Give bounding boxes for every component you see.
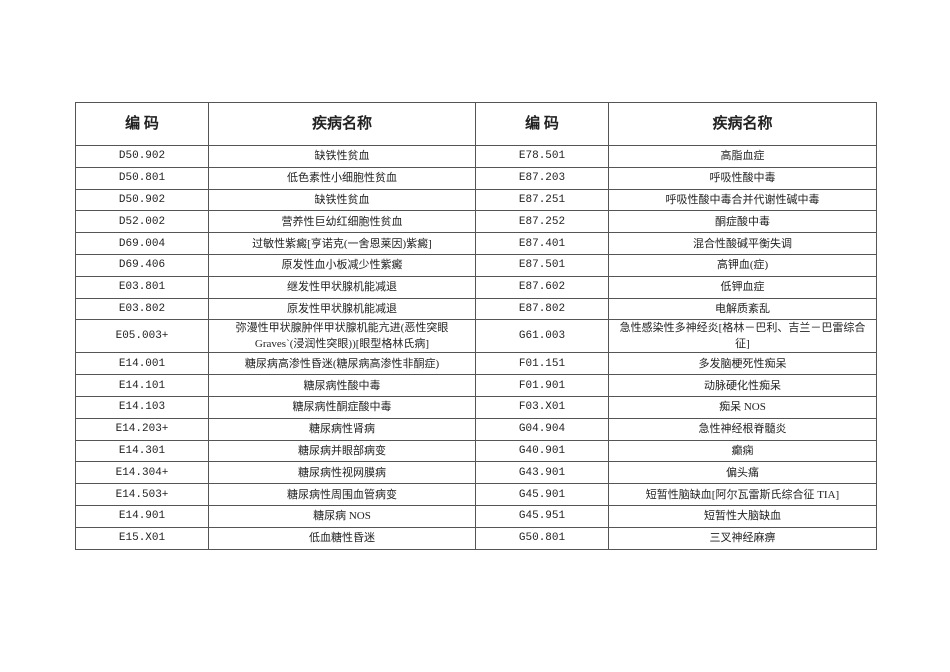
- disease-code-cell: E14.301: [75, 439, 209, 463]
- disease-code-cell: E78.501: [475, 145, 609, 168]
- disease-name-cell: 糖尿病并眼部病变: [208, 439, 476, 463]
- disease-code-cell: E03.801: [75, 275, 209, 299]
- table-row: E14.503+ 糖尿病性周围血管病变 G45.901 短暂性脑缺血[阿尔瓦雷斯氏综合…: [75, 483, 877, 506]
- disease-name-cell: 缺铁性贫血: [208, 145, 476, 168]
- table-row: D69.004 过敏性紫癜[亨诺克(一舍恩莱因)紫癜] E87.401 混合性酸碱平衡…: [75, 232, 877, 255]
- header-code-1: 编 码: [75, 102, 209, 146]
- table-row: D50.902 缺铁性贫血 E78.501 高脂血症: [75, 145, 877, 168]
- disease-name-cell: 糖尿病性酮症酸中毒: [208, 395, 476, 419]
- disease-code-cell: F03.X01: [475, 395, 609, 419]
- disease-name-cell: 痴呆 NOS: [608, 395, 877, 419]
- disease-code-cell: E87.251: [475, 188, 609, 212]
- table-header-row: 编 码 疾病名称 编 码 疾病名称: [75, 102, 877, 146]
- disease-name-cell: 急性感染性多神经炎[格林－巴利、吉兰－巴雷综合征]: [608, 319, 877, 354]
- disease-code-cell: G50.801: [475, 526, 609, 550]
- disease-code-cell: E87.252: [475, 210, 609, 234]
- disease-code-cell: E15.X01: [75, 526, 209, 550]
- disease-name-cell: 糖尿病 NOS: [208, 504, 476, 528]
- disease-name-cell: 过敏性紫癜[亨诺克(一舍恩莱因)紫癜]: [208, 232, 476, 255]
- disease-name-cell: 高钾血(症): [608, 253, 877, 277]
- disease-name-cell: 糖尿病性周围血管病变: [208, 483, 476, 506]
- table-row: E14.203+ 糖尿病性肾病 G04.904 急性神经根脊髓炎: [75, 417, 877, 441]
- disease-name-cell: 三叉神经麻痹: [608, 526, 877, 550]
- disease-code-cell: D50.801: [75, 166, 209, 190]
- disease-name-cell: 高脂血症: [608, 145, 877, 168]
- disease-code-cell: E03.802: [75, 297, 209, 321]
- disease-code-cell: E14.103: [75, 395, 209, 419]
- header-name-2: 疾病名称: [608, 102, 877, 146]
- disease-name-cell: 偏头痛: [608, 461, 877, 485]
- disease-name-cell: 弥漫性甲状腺肿伴甲状腺机能亢进(恶性突眼Graves`(浸润性突眼))[眼型格林…: [208, 319, 476, 354]
- disease-code-cell: G45.901: [475, 483, 609, 506]
- table-row: D52.002 营养性巨幼红细胞性贫血 E87.252 酮症酸中毒: [75, 210, 877, 234]
- disease-name-cell: 癫痫: [608, 439, 877, 463]
- disease-code-cell: E14.001: [75, 352, 209, 376]
- disease-name-cell: 低血糖性昏迷: [208, 526, 476, 550]
- disease-name-cell: 动脉硬化性痴呆: [608, 374, 877, 397]
- disease-name-cell: 短暂性脑缺血[阿尔瓦雷斯氏综合征 TIA]: [608, 483, 877, 506]
- table-row: E15.X01 低血糖性昏迷 G50.801 三叉神经麻痹: [75, 526, 877, 550]
- disease-code-cell: E14.101: [75, 374, 209, 397]
- disease-code-cell: G43.901: [475, 461, 609, 485]
- disease-code-cell: E87.501: [475, 253, 609, 277]
- table-row: D69.406 原发性血小板减少性紫癜 E87.501 高钾血(症): [75, 253, 877, 277]
- header-name-1: 疾病名称: [208, 102, 476, 146]
- disease-code-cell: D69.004: [75, 232, 209, 255]
- disease-name-cell: 原发性甲状腺机能减退: [208, 297, 476, 321]
- table-row: E14.304+ 糖尿病性视网膜病 G43.901 偏头痛: [75, 461, 877, 485]
- disease-name-cell: 低钾血症: [608, 275, 877, 299]
- table-row: E05.003+ 弥漫性甲状腺肿伴甲状腺机能亢进(恶性突眼Graves`(浸润性突…: [75, 319, 877, 354]
- disease-code-cell: G45.951: [475, 504, 609, 528]
- table-row: E03.801 继发性甲状腺机能减退 E87.602 低钾血症: [75, 275, 877, 299]
- table-row: E14.001 糖尿病高渗性昏迷(糖尿病高渗性非酮症) F01.151 多发脑梗死性痴…: [75, 352, 877, 376]
- disease-name-cell: 糖尿病高渗性昏迷(糖尿病高渗性非酮症): [208, 352, 476, 376]
- disease-code-cell: F01.151: [475, 352, 609, 376]
- disease-code-cell: D50.902: [75, 188, 209, 212]
- disease-code-cell: E87.401: [475, 232, 609, 255]
- disease-code-cell: E14.503+: [75, 483, 209, 506]
- disease-name-cell: 糖尿病性酸中毒: [208, 374, 476, 397]
- disease-code-cell: E87.203: [475, 166, 609, 190]
- table-row: E14.901 糖尿病 NOS G45.951 短暂性大脑缺血: [75, 504, 877, 528]
- table-row: E14.101 糖尿病性酸中毒 F01.901 动脉硬化性痴呆: [75, 374, 877, 397]
- table-row: D50.902 缺铁性贫血 E87.251 呼吸性酸中毒合并代谢性碱中毒: [75, 188, 877, 212]
- disease-name-cell: 急性神经根脊髓炎: [608, 417, 877, 441]
- disease-name-cell: 糖尿病性视网膜病: [208, 461, 476, 485]
- table-row: E14.103 糖尿病性酮症酸中毒 F03.X01 痴呆 NOS: [75, 395, 877, 419]
- disease-code-cell: E14.304+: [75, 461, 209, 485]
- table-row: D50.801 低色素性小细胞性贫血 E87.203 呼吸性酸中毒: [75, 166, 877, 190]
- disease-name-cell: 呼吸性酸中毒合并代谢性碱中毒: [608, 188, 877, 212]
- disease-code-table: 编 码 疾病名称 编 码 疾病名称 D50.902 缺铁性贫血 E78.501 高脂血…: [75, 102, 877, 550]
- disease-code-cell: G40.901: [475, 439, 609, 463]
- disease-code-cell: G04.904: [475, 417, 609, 441]
- disease-code-cell: E05.003+: [75, 319, 209, 354]
- disease-code-cell: G61.003: [475, 319, 609, 354]
- disease-name-cell: 缺铁性贫血: [208, 188, 476, 212]
- disease-code-cell: E87.802: [475, 297, 609, 321]
- table-row: E14.301 糖尿病并眼部病变 G40.901 癫痫: [75, 439, 877, 463]
- disease-name-cell: 呼吸性酸中毒: [608, 166, 877, 190]
- disease-code-cell: D52.002: [75, 210, 209, 234]
- disease-code-cell: E87.602: [475, 275, 609, 299]
- header-code-2: 编 码: [475, 102, 609, 146]
- disease-code-cell: F01.901: [475, 374, 609, 397]
- disease-name-cell: 多发脑梗死性痴呆: [608, 352, 877, 376]
- disease-name-cell: 电解质紊乱: [608, 297, 877, 321]
- disease-name-cell: 营养性巨幼红细胞性贫血: [208, 210, 476, 234]
- disease-name-cell: 低色素性小细胞性贫血: [208, 166, 476, 190]
- disease-code-cell: E14.203+: [75, 417, 209, 441]
- disease-code-cell: D50.902: [75, 145, 209, 168]
- disease-name-cell: 短暂性大脑缺血: [608, 504, 877, 528]
- disease-name-cell: 酮症酸中毒: [608, 210, 877, 234]
- table-row: E03.802 原发性甲状腺机能减退 E87.802 电解质紊乱: [75, 297, 877, 321]
- disease-name-cell: 原发性血小板减少性紫癜: [208, 253, 476, 277]
- disease-name-cell: 混合性酸碱平衡失调: [608, 232, 877, 255]
- disease-name-cell: 糖尿病性肾病: [208, 417, 476, 441]
- disease-code-cell: E14.901: [75, 504, 209, 528]
- disease-name-cell: 继发性甲状腺机能减退: [208, 275, 476, 299]
- disease-code-cell: D69.406: [75, 253, 209, 277]
